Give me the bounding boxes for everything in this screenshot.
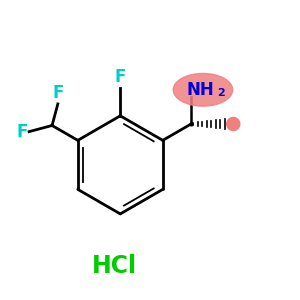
Ellipse shape: [173, 74, 233, 106]
Text: NH: NH: [186, 81, 214, 99]
Text: F: F: [16, 123, 28, 141]
Text: HCl: HCl: [92, 254, 137, 278]
Text: F: F: [52, 85, 64, 103]
Text: 2: 2: [217, 88, 225, 98]
Circle shape: [227, 118, 240, 130]
Text: F: F: [115, 68, 126, 86]
